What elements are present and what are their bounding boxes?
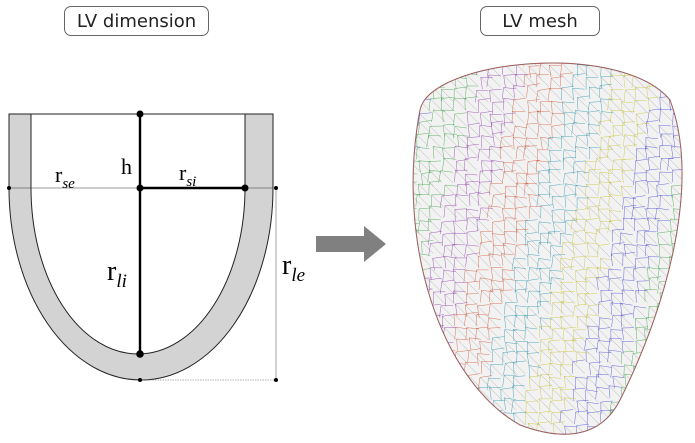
lv-mesh-image: [391, 37, 695, 443]
lv-dimension-diagram: h rse rsi rli rle: [7, 111, 305, 383]
right-arrow-icon: [316, 226, 386, 262]
label-h: h: [121, 154, 132, 179]
r-le-bottom-point: [274, 378, 278, 382]
base-point: [137, 111, 144, 118]
inner-apex-point: [136, 350, 144, 358]
inner-side-point: [242, 185, 249, 192]
label-r-se: rse: [55, 162, 75, 192]
center-point: [137, 185, 144, 192]
label-r-si: rsi: [179, 160, 196, 190]
outer-left-point: [7, 186, 11, 190]
outer-apex-point: [138, 378, 142, 382]
label-r-li: rli: [107, 256, 127, 292]
label-r-le: rle: [282, 250, 305, 286]
outer-right-point: [274, 186, 278, 190]
